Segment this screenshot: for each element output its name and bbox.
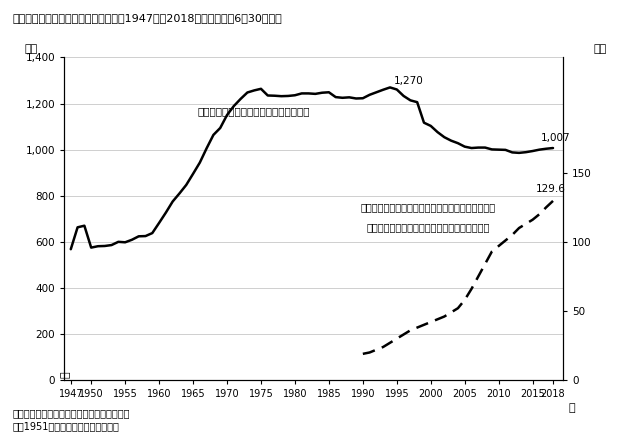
Text: うちパートタイム労働者（単位労働組合）（万人）: うちパートタイム労働者（単位労働組合）（万人） — [361, 202, 496, 213]
Text: 年: 年 — [568, 403, 575, 413]
Text: 資料出所　厚生労働省「労働組合基礎調査」: 資料出所 厚生労働省「労働組合基礎調査」 — [13, 408, 131, 418]
Text: 1,270: 1,270 — [394, 76, 423, 86]
Text: 万人: 万人 — [593, 44, 607, 54]
Text: 目盛は右（間隔が左日盛と異なることに注意）: 目盛は右（間隔が左日盛と異なることに注意） — [367, 222, 490, 232]
Text: 〜: 〜 — [60, 372, 70, 378]
Text: 万人: 万人 — [24, 44, 37, 54]
Text: 129.6: 129.6 — [536, 184, 566, 194]
Text: 労働組合員数（単一労働組合）（万人）: 労働組合員数（単一労働組合）（万人） — [198, 106, 310, 116]
Text: 1,007: 1,007 — [541, 133, 570, 143]
Text: 図１－１　　労働組合員数の推移　　1947年～2018年　　　各年6月30日現在: 図１－１ 労働組合員数の推移 1947年～2018年 各年6月30日現在 — [13, 13, 282, 23]
Text: 注　1951年以前は単位労働組合員数: 注 1951年以前は単位労働組合員数 — [13, 421, 120, 431]
